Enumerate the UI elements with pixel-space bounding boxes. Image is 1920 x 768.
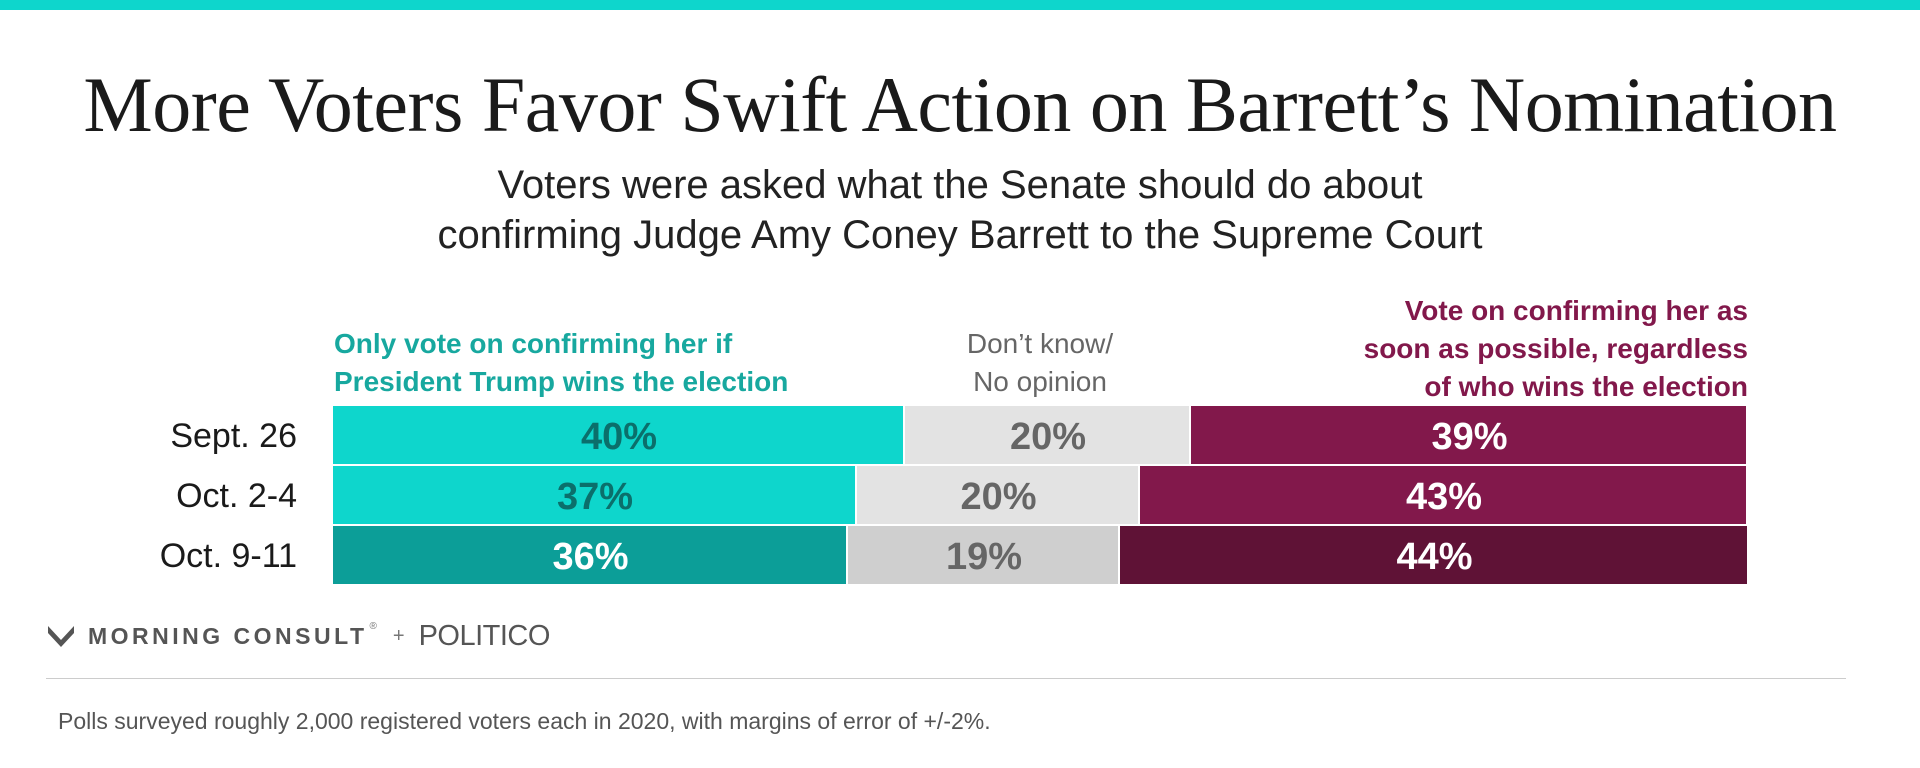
- plus-sign: +: [392, 624, 405, 647]
- legend-asap-line-3: of who wins the election: [1424, 371, 1748, 402]
- bar-value-label: 43%: [1406, 476, 1482, 518]
- bar-value-label: 36%: [552, 536, 628, 578]
- legend-trump-wins-line-1: Only vote on confirming her if: [334, 328, 733, 359]
- legend-asap-line-1: Vote on confirming her as: [1404, 295, 1748, 326]
- bar-segment: [905, 406, 1189, 464]
- trademark-symbol: ®: [369, 620, 377, 632]
- footnote: Polls surveyed roughly 2,000 registered …: [58, 708, 991, 734]
- bar-value-label: 20%: [960, 476, 1036, 518]
- subtitle-line-2: confirming Judge Amy Coney Barrett to th…: [437, 213, 1483, 257]
- bar-value-label: 19%: [946, 536, 1022, 578]
- legend-trump-wins-line-2: President Trump wins the election: [334, 366, 789, 397]
- bar-segment: [1120, 526, 1747, 584]
- politico-wordmark: POLITICO: [418, 619, 551, 652]
- legend-no-opinion: Don’t know/ No opinion: [940, 325, 1140, 401]
- bar-value-label: 37%: [557, 476, 633, 518]
- footer-divider: [46, 678, 1846, 679]
- legend-no-opinion-line-2: No opinion: [973, 366, 1107, 397]
- bar-segment: [333, 526, 846, 584]
- bar-segment: [848, 526, 1118, 584]
- bar-segment: [1140, 466, 1746, 524]
- row-label: Sept. 26: [170, 417, 297, 455]
- bar-segment: [857, 466, 1138, 524]
- bar-segment: [1191, 406, 1746, 464]
- bar-segment: [333, 406, 903, 464]
- chart-subtitle: Voters were asked what the Senate should…: [360, 160, 1560, 260]
- legend-no-opinion-line-1: Don’t know/: [966, 328, 1114, 359]
- legend-trump-wins: Only vote on confirming her if President…: [334, 325, 788, 401]
- morning-consult-wordmark: MORNING CONSULT: [88, 622, 368, 649]
- legend-asap: Vote on confirming her as soon as possib…: [1290, 292, 1748, 406]
- chart-title: More Voters Favor Swift Action on Barret…: [83, 61, 1837, 148]
- bar-value-label: 44%: [1396, 536, 1472, 578]
- bar-value-label: 40%: [581, 416, 657, 458]
- legend-asap-line-2: soon as possible, regardless: [1363, 333, 1748, 364]
- bar-value-label: 20%: [1010, 416, 1086, 458]
- row-label: Oct. 9-11: [160, 537, 297, 575]
- subtitle-line-1: Voters were asked what the Senate should…: [497, 163, 1423, 207]
- footer-logos: MORNING CONSULT ® + POLITICO: [46, 618, 550, 654]
- bar-segment: [333, 466, 855, 524]
- morning-consult-logo-icon: [48, 626, 74, 647]
- row-label: Oct. 2-4: [176, 477, 297, 515]
- bar-value-label: 39%: [1431, 416, 1507, 458]
- top-accent-bar: [0, 0, 1920, 10]
